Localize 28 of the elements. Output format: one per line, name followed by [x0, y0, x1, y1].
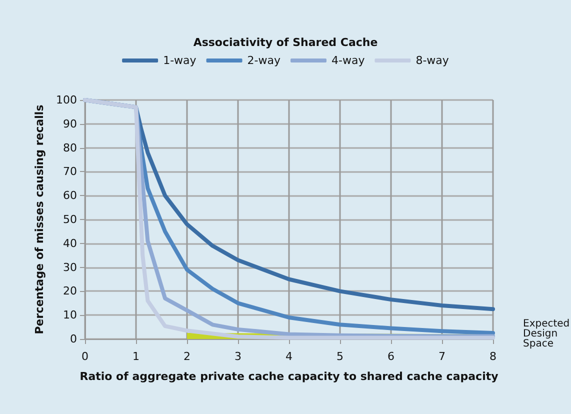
x-tick-label: 5: [336, 350, 344, 363]
x-axis-title: Ratio of aggregate private cache capacity to shared cache capacity: [80, 370, 498, 383]
y-tick-label: 60: [63, 189, 77, 202]
x-tick-label: 2: [184, 350, 190, 363]
y-tick-label: 50: [63, 213, 77, 226]
legend-label: 4-way: [332, 54, 366, 67]
y-tick-label: 80: [63, 141, 77, 154]
y-tick-label: 10: [63, 308, 77, 322]
y-tick-label: 20: [63, 284, 77, 298]
x-tick-label: 1: [132, 350, 140, 363]
y-tick-label: 0: [70, 332, 77, 346]
y-tick-label: 30: [63, 260, 77, 274]
y-tick-label: 70: [63, 165, 77, 178]
legend-title: Associativity of Shared Cache: [193, 36, 378, 49]
y-tick-label: 100: [56, 94, 77, 106]
x-tick-label: 4: [286, 350, 292, 363]
x-tick-label: 3: [234, 350, 242, 363]
legend-label: 8-way: [416, 54, 450, 67]
legend-label: 1-way: [163, 54, 197, 67]
x-tick-label: 0: [82, 350, 88, 363]
legend-label: 2-way: [247, 54, 281, 67]
y-tick-label: 40: [63, 236, 77, 250]
x-tick-label: 6: [388, 350, 394, 363]
text: Expected Design Space: [523, 318, 571, 350]
y-axis-title: Percentage of misses causing recalls: [33, 104, 46, 334]
x-tick-label: 8: [490, 350, 496, 363]
x-tick-label: 7: [438, 350, 446, 363]
y-tick-label: 90: [63, 117, 77, 130]
